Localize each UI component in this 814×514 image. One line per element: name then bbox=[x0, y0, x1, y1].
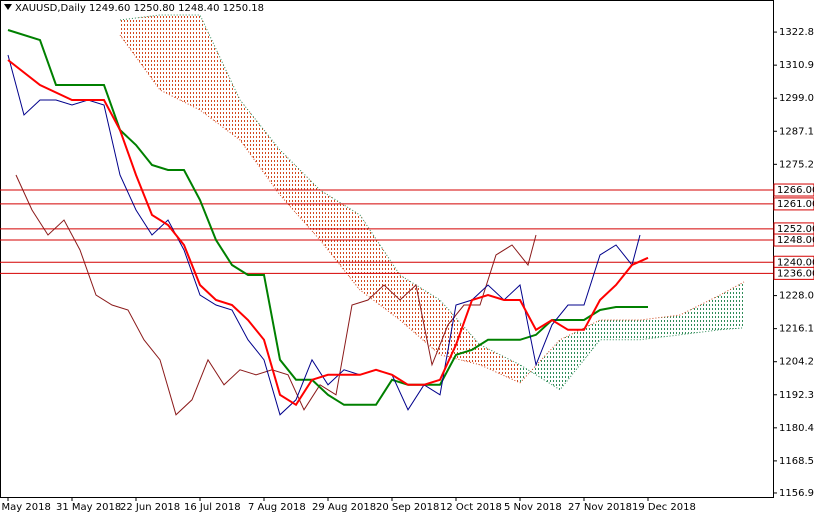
x-tick-label: 19 Dec 2018 bbox=[632, 502, 696, 513]
cloud-segment bbox=[120, 15, 160, 91]
cloud-segment bbox=[520, 339, 560, 390]
x-tick-label: 7 Aug 2018 bbox=[248, 502, 306, 513]
level-label: 1261.00 bbox=[777, 199, 814, 210]
level-label: 1240.00 bbox=[777, 257, 814, 268]
x-tick-label: 22 Jun 2018 bbox=[120, 502, 180, 513]
y-tick-label: 1168.50 bbox=[779, 456, 814, 467]
series-line bbox=[7, 54, 641, 416]
cloud-segment bbox=[200, 15, 240, 141]
level-label: 1252.00 bbox=[777, 224, 814, 235]
y-tick-label: 1180.40 bbox=[779, 423, 814, 434]
y-tick-label: 1299.05 bbox=[779, 93, 814, 104]
x-tick-label: 29 Aug 2018 bbox=[312, 502, 376, 513]
cloud-segment bbox=[280, 150, 320, 241]
menu-arrow bbox=[4, 4, 12, 10]
cloud-edge bbox=[119, 34, 745, 384]
y-tick-label: 1156.95 bbox=[779, 488, 814, 499]
y-tick-label: 1310.95 bbox=[779, 60, 814, 71]
cloud-segment bbox=[160, 15, 200, 111]
series-line bbox=[7, 29, 648, 406]
y-tick-label: 1322.85 bbox=[779, 27, 814, 38]
x-tick-label: 5 Nov 2018 bbox=[504, 502, 562, 513]
series-line bbox=[15, 174, 537, 416]
level-label-box bbox=[773, 233, 814, 247]
cloud-segment bbox=[360, 215, 400, 321]
x-tick-label: 12 Oct 2018 bbox=[440, 502, 502, 513]
level-label: 1266.00 bbox=[777, 185, 814, 196]
level-label: 1248.00 bbox=[777, 235, 814, 246]
y-tick-label: 1275.25 bbox=[779, 159, 814, 170]
y-tick-label: 1216.10 bbox=[779, 324, 814, 335]
y-tick-label: 1192.30 bbox=[779, 390, 814, 401]
axis-bg bbox=[0, 498, 814, 514]
plot-frame bbox=[0, 0, 774, 498]
level-label-box bbox=[773, 197, 814, 211]
cloud-segment bbox=[240, 100, 280, 196]
level-label-box bbox=[773, 266, 814, 280]
cloud-segment bbox=[720, 281, 744, 330]
level-label: 1236.00 bbox=[777, 268, 814, 279]
level-label-box bbox=[773, 183, 814, 197]
y-tick-label: 1228.00 bbox=[779, 291, 814, 302]
y-tick-label: 1204.20 bbox=[779, 357, 814, 368]
x-tick-label: 31 May 2018 bbox=[56, 502, 121, 513]
x-tick-label: 9 May 2018 bbox=[0, 502, 51, 513]
x-tick-label: 27 Nov 2018 bbox=[568, 502, 632, 513]
x-tick-label: 20 Sep 2018 bbox=[376, 502, 439, 513]
cloud-segment bbox=[480, 344, 520, 383]
cloud-segment bbox=[560, 320, 600, 390]
x-tick-label: 16 Jul 2018 bbox=[184, 502, 241, 513]
chart-title: XAUUSD,Daily 1249.60 1250.80 1248.40 125… bbox=[15, 3, 264, 14]
series-line bbox=[7, 59, 649, 407]
y-tick-label: 1287.15 bbox=[779, 126, 814, 137]
cloud-segment bbox=[680, 295, 720, 335]
cloud-segment bbox=[640, 315, 680, 340]
cloud-segment bbox=[400, 275, 440, 355]
cloud-segment bbox=[600, 320, 640, 340]
